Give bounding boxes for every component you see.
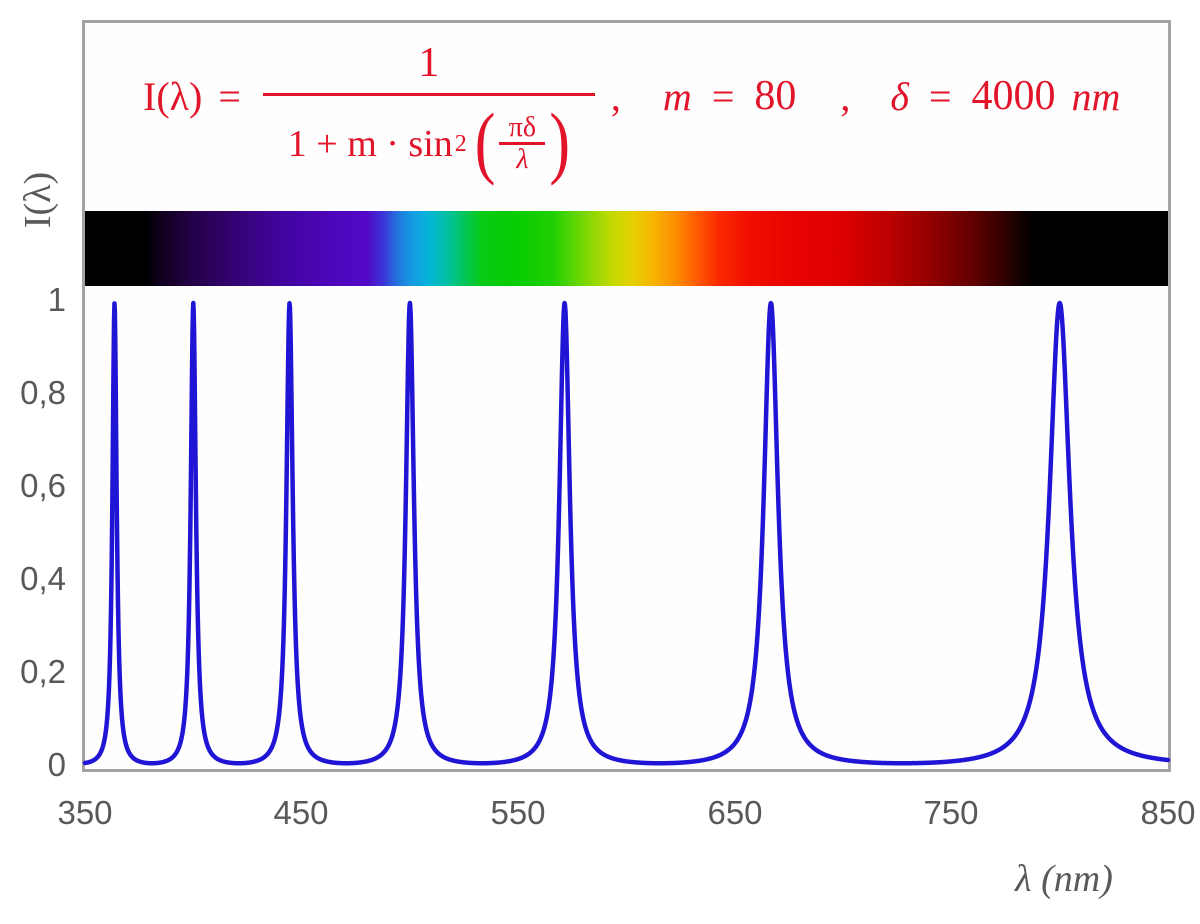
visible-spectrum-bar <box>85 211 1168 286</box>
param-m-name: m <box>662 73 692 119</box>
formula-lhs: I(λ) <box>143 73 203 119</box>
y-axis-title: I(λ) <box>17 171 59 229</box>
param-m-value: 80 <box>754 73 797 119</box>
x-tick-450: 450 <box>273 794 329 831</box>
x-tick-850: 850 <box>1140 794 1196 831</box>
fraction-denominator: 1 + m · sin 2 ( πδ λ ) <box>287 98 571 187</box>
x-tick-350: 350 <box>57 794 113 831</box>
formula-comma: , <box>840 73 851 119</box>
inner-fraction-numerator: πδ <box>508 111 537 143</box>
fraction-bar <box>262 93 595 96</box>
param-delta-name: δ <box>890 73 909 119</box>
y-tick-0-8: 0,8 <box>20 374 66 411</box>
plot-frame: I(λ) = 1 1 + m · sin 2 ( πδ λ ) , m = <box>82 20 1171 772</box>
fraction-numerator: 1 <box>418 40 440 86</box>
formula-fraction: 1 1 + m · sin 2 ( πδ λ ) <box>262 1 595 191</box>
param-delta-equals: = <box>928 73 952 119</box>
formula-comma: , <box>610 73 621 119</box>
open-paren: ( <box>474 98 496 187</box>
inner-fraction: πδ λ <box>499 111 546 175</box>
param-delta-value: 4000 <box>971 73 1056 119</box>
x-tick-750: 750 <box>923 794 979 831</box>
x-axis-title: λ (nm) <box>1015 858 1113 900</box>
x-tick-650: 650 <box>707 794 763 831</box>
param-m-equals: = <box>711 73 735 119</box>
intensity-curve <box>82 300 1171 766</box>
y-tick-1: 1 <box>47 281 66 318</box>
y-tick-0-4: 0,4 <box>20 560 66 597</box>
param-delta-unit: nm <box>1071 73 1121 119</box>
y-tick-0-2: 0,2 <box>20 653 66 690</box>
inner-fraction-denominator: λ <box>516 143 529 175</box>
formula-annotation: I(λ) = 1 1 + m · sin 2 ( πδ λ ) , m = <box>143 1 1120 191</box>
intensity-curve-path <box>82 300 1171 766</box>
y-tick-0: 0 <box>47 746 66 783</box>
formula-equals-sign: = <box>218 73 241 119</box>
denominator-text: 1 + m · sin <box>287 122 453 165</box>
y-tick-0-6: 0,6 <box>20 467 66 504</box>
close-paren: ) <box>549 98 571 187</box>
inner-fraction-bar <box>499 142 546 145</box>
x-tick-550: 550 <box>490 794 546 831</box>
